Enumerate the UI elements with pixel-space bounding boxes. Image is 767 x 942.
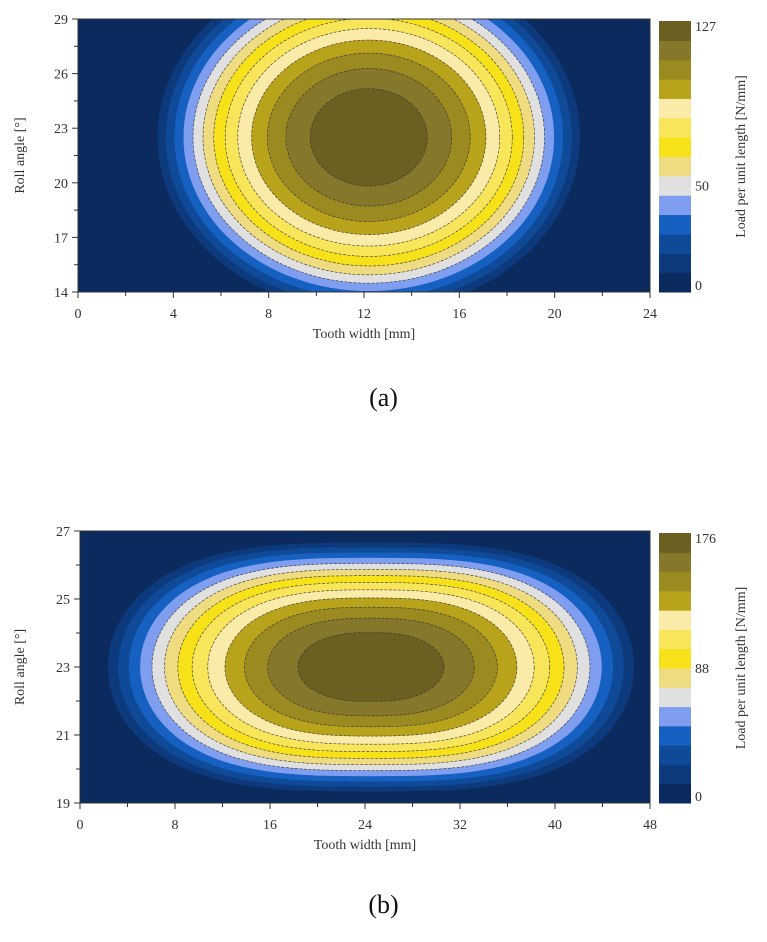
contour-chart-b: 0 8 16 24 32 40 48 19 21 23 25 27 Tooth width [mm] Ro… <box>13 525 749 853</box>
colorbar-band-10 <box>659 79 691 99</box>
colorbar-band-6 <box>659 156 691 177</box>
x-tick-label: 20 <box>548 307 562 322</box>
colorbar-tick-label: 50 <box>695 179 709 194</box>
figure-a: 0 4 8 12 16 20 24 14 17 20 23 26 29 Tooth width [mm] R… <box>0 0 767 350</box>
contour-band-13 <box>309 88 428 187</box>
x-tick-label: 8 <box>172 818 179 833</box>
y-tick-label: 29 <box>54 13 68 28</box>
x-tick-label: 16 <box>263 818 277 833</box>
colorbar-band-9 <box>659 98 691 119</box>
x-tick-label: 0 <box>77 818 84 833</box>
colorbar-band-8 <box>659 629 691 650</box>
colorbar-band-8 <box>659 117 691 138</box>
y-tick-label: 23 <box>54 122 68 137</box>
colorbar-band-10 <box>659 590 691 611</box>
colorbar-tick-label: 127 <box>695 20 716 35</box>
y-tick-label: 14 <box>54 286 68 301</box>
colorbar-band-11 <box>659 59 691 80</box>
x-tick-label: 0 <box>75 307 82 322</box>
x-tick-label: 48 <box>643 818 657 833</box>
colorbar-tick-label: 0 <box>695 790 702 805</box>
colorbar-band-0 <box>659 272 691 293</box>
colorbar-band-13 <box>659 21 691 41</box>
colorbar-band-1 <box>659 764 691 785</box>
y-tick-label: 25 <box>56 593 70 608</box>
colorbar-band-1 <box>659 253 691 274</box>
colorbar-band-11 <box>659 571 691 592</box>
colorbar-label: Load per unit length [N/mm] <box>734 587 749 750</box>
colorbar-tick-label: 176 <box>695 532 716 547</box>
contour-band-13 <box>297 632 445 702</box>
x-tick-label: 12 <box>357 307 371 322</box>
y-tick-label: 26 <box>54 68 68 83</box>
y-axis-label: Roll angle [°] <box>13 117 28 193</box>
colorbar-band-0 <box>659 783 691 804</box>
x-tick-label: 24 <box>643 307 657 322</box>
colorbar-tick-label: 88 <box>695 662 709 677</box>
colorbar-band-6 <box>659 668 691 688</box>
y-tick-label: 19 <box>56 797 70 812</box>
x-tick-label: 8 <box>265 307 272 322</box>
colorbar-band-12 <box>659 40 691 61</box>
colorbar-band-2 <box>659 233 691 254</box>
y-tick-label: 20 <box>54 177 68 192</box>
colorbar-band-4 <box>659 706 691 727</box>
x-tick-label: 16 <box>452 307 466 322</box>
colorbar-tick-label: 0 <box>695 279 702 294</box>
colorbar-band-4 <box>659 195 691 216</box>
colorbar-band-3 <box>659 725 691 746</box>
y-tick-label: 17 <box>54 231 68 246</box>
contour-chart-a: 0 4 8 12 16 20 24 14 17 20 23 26 29 Tooth width [mm] R… <box>13 13 749 342</box>
caption-a: (a) <box>369 383 398 412</box>
contour-bands <box>78 19 650 292</box>
colorbar-band-7 <box>659 137 691 157</box>
x-tick-label: 40 <box>548 818 562 833</box>
colorbar-band-5 <box>659 687 691 708</box>
colorbar-band-13 <box>659 533 691 553</box>
x-axis-label: Tooth width [mm] <box>313 327 415 342</box>
colorbar-band-9 <box>659 610 691 630</box>
y-tick-label: 23 <box>56 661 70 676</box>
colorbar-band-5 <box>659 175 691 196</box>
contour-bands <box>80 531 650 803</box>
x-tick-label: 24 <box>358 818 372 833</box>
x-axis-label: Tooth width [mm] <box>314 838 416 853</box>
y-tick-label: 21 <box>56 729 70 744</box>
y-axis-label: Roll angle [°] <box>13 629 28 705</box>
colorbar-band-12 <box>659 552 691 573</box>
x-tick-label: 4 <box>170 307 177 322</box>
colorbar-band-2 <box>659 745 691 765</box>
y-tick-label: 27 <box>56 525 70 540</box>
colorbar-band-7 <box>659 648 691 669</box>
figure-b: 0 8 16 24 32 40 48 19 21 23 25 27 Tooth width [mm] Ro… <box>0 512 767 862</box>
colorbar-label: Load per unit length [N/mm] <box>734 75 749 238</box>
caption-b: (b) <box>368 890 399 919</box>
x-tick-label: 32 <box>453 818 467 833</box>
colorbar-band-3 <box>659 214 691 235</box>
